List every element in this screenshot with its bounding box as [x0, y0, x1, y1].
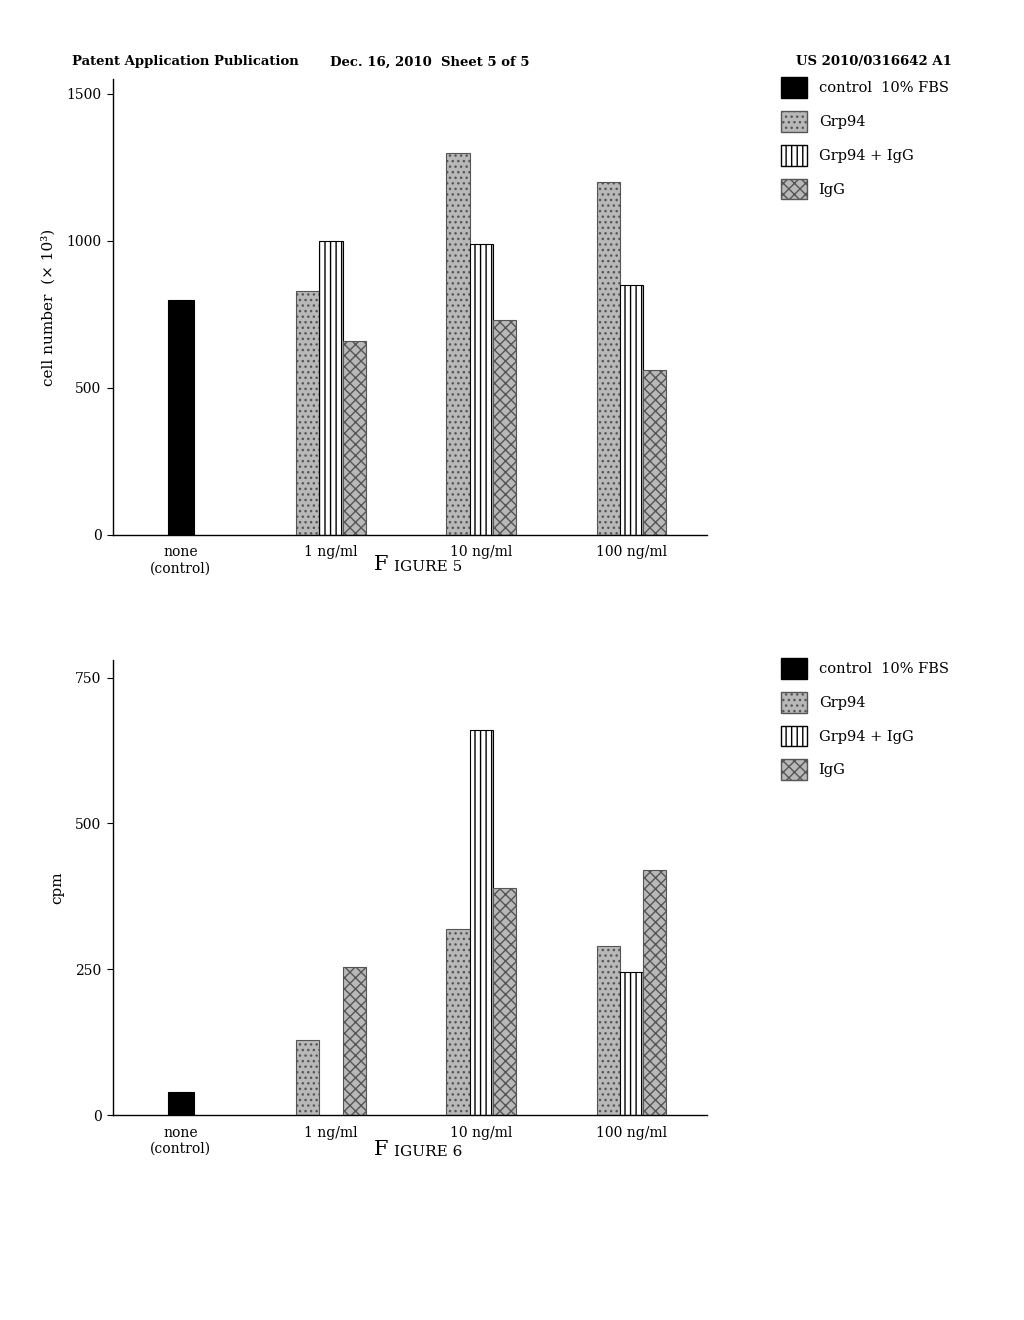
- Legend: control  10% FBS, Grp94, Grp94 + IgG, IgG: control 10% FBS, Grp94, Grp94 + IgG, IgG: [780, 78, 948, 199]
- Bar: [446, 153, 470, 535]
- Bar: [296, 1040, 319, 1115]
- Bar: [470, 730, 493, 1115]
- Bar: [470, 244, 493, 535]
- Bar: [597, 182, 620, 535]
- Bar: [620, 973, 643, 1115]
- Bar: [168, 1092, 194, 1115]
- Bar: [168, 300, 194, 535]
- Bar: [643, 870, 667, 1115]
- Y-axis label: cell number  (× 10³): cell number (× 10³): [41, 228, 55, 385]
- Text: IGURE 6: IGURE 6: [394, 1144, 463, 1159]
- Bar: [319, 240, 343, 535]
- Bar: [343, 966, 366, 1115]
- Y-axis label: cpm: cpm: [50, 871, 65, 904]
- Text: Patent Application Publication: Patent Application Publication: [72, 55, 298, 69]
- Bar: [620, 285, 643, 535]
- Bar: [343, 341, 366, 535]
- Text: F: F: [374, 556, 388, 574]
- Bar: [296, 290, 319, 535]
- Legend: control  10% FBS, Grp94, Grp94 + IgG, IgG: control 10% FBS, Grp94, Grp94 + IgG, IgG: [780, 659, 948, 780]
- Text: Dec. 16, 2010  Sheet 5 of 5: Dec. 16, 2010 Sheet 5 of 5: [331, 55, 529, 69]
- Text: US 2010/0316642 A1: US 2010/0316642 A1: [797, 55, 952, 69]
- Text: IGURE 5: IGURE 5: [394, 560, 463, 574]
- Bar: [643, 370, 667, 535]
- Bar: [493, 888, 516, 1115]
- Bar: [493, 321, 516, 535]
- Bar: [446, 928, 470, 1115]
- Bar: [597, 946, 620, 1115]
- Text: F: F: [374, 1140, 388, 1159]
